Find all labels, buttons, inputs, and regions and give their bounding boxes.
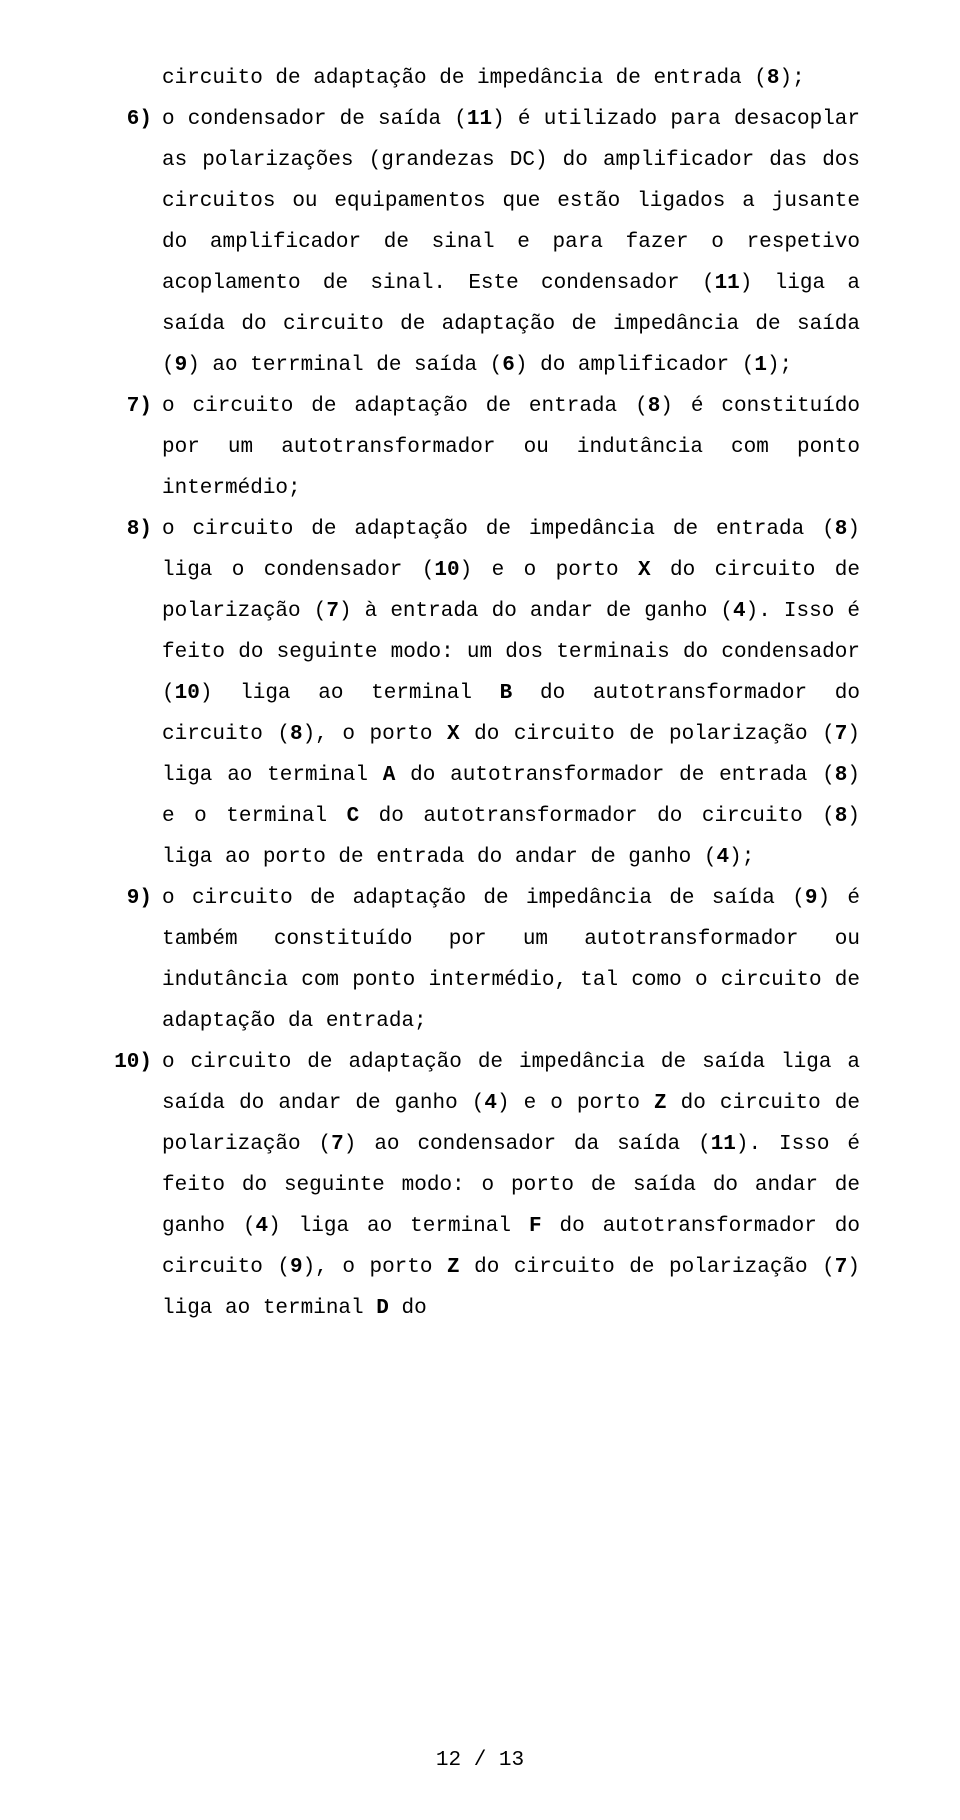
continuation-bold: 8: [767, 67, 780, 90]
list-item: 7) o circuito de adaptação de entrada (8…: [100, 386, 860, 509]
continuation-text: circuito de adaptação de impedância de e…: [162, 67, 767, 90]
list-item: 10) o circuito de adaptação de impedânci…: [100, 1042, 860, 1329]
list-marker: 8): [100, 509, 152, 550]
list-item: 9) o circuito de adaptação de impedância…: [100, 878, 860, 1042]
numbered-list: 6) o condensador de saída (11) é utiliza…: [100, 99, 860, 1329]
list-body: o circuito de adaptação de entrada (8) é…: [152, 386, 860, 509]
list-marker: 10): [100, 1042, 152, 1083]
list-body: o condensador de saída (11) é utilizado …: [152, 99, 860, 386]
page-footer: 12 / 13: [0, 1749, 960, 1772]
list-marker: 6): [100, 99, 152, 140]
list-item: 8) o circuito de adaptação de impedância…: [100, 509, 860, 878]
list-item: 6) o condensador de saída (11) é utiliza…: [100, 99, 860, 386]
list-marker: 7): [100, 386, 152, 427]
continuation-tail: );: [780, 67, 805, 90]
continuation-paragraph: circuito de adaptação de impedância de e…: [100, 58, 860, 99]
list-body: o circuito de adaptação de impedância de…: [152, 878, 860, 1042]
list-body: o circuito de adaptação de impedância de…: [152, 1042, 860, 1329]
document-page: circuito de adaptação de impedância de e…: [0, 0, 960, 1820]
list-body: o circuito de adaptação de impedância de…: [152, 509, 860, 878]
list-marker: 9): [100, 878, 152, 919]
